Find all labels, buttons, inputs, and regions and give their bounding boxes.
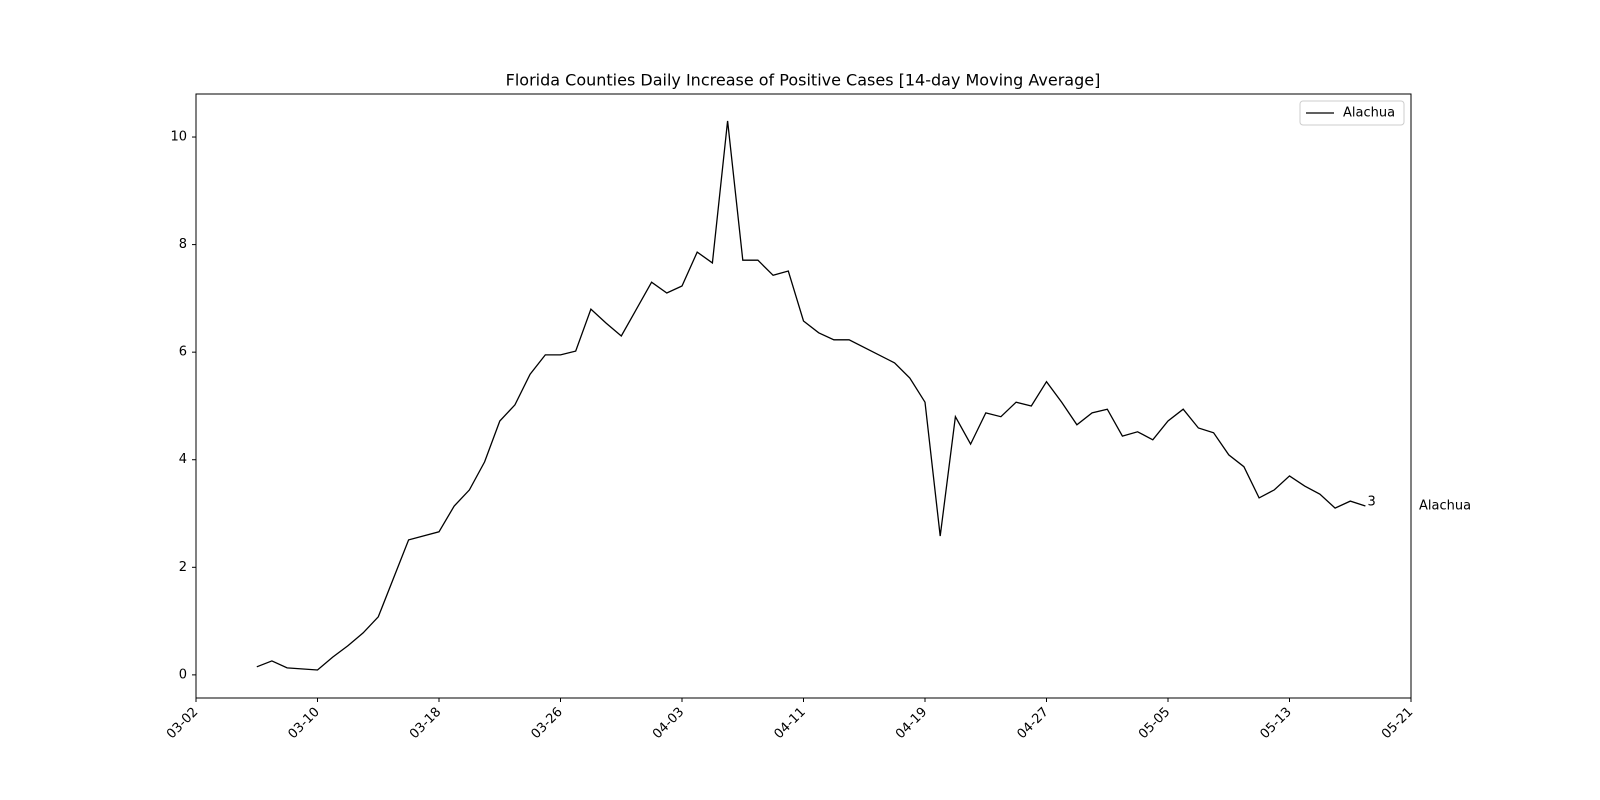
legend-label: Alachua [1343, 106, 1395, 121]
x-tick-label: 05-21 [1379, 705, 1416, 742]
y-tick-label: 4 [179, 452, 187, 467]
series-label: Alachua [1419, 498, 1471, 513]
x-tick-label: 03-26 [528, 705, 565, 742]
chart-title: Florida Counties Daily Increase of Posit… [506, 71, 1101, 90]
y-tick-label: 10 [170, 130, 187, 145]
line-series [256, 120, 1366, 671]
plot-area [195, 93, 1412, 699]
x-tick-label: 03-10 [285, 705, 322, 742]
y-tick-label: 0 [179, 667, 187, 682]
x-tick-label: 05-05 [1136, 705, 1173, 742]
x-tick-label: 04-11 [771, 705, 808, 742]
x-tick-label: 05-13 [1257, 705, 1294, 742]
y-tick-label: 2 [179, 560, 187, 575]
x-tick-label: 03-18 [407, 705, 444, 742]
end-label: 3 [1367, 494, 1375, 509]
x-tick-label: 04-03 [650, 705, 687, 742]
y-tick-label: 8 [179, 237, 187, 252]
y-tick-label: 6 [179, 345, 187, 360]
legend-box [1299, 100, 1405, 126]
x-tick-label: 03-02 [164, 705, 201, 742]
x-tick-label: 04-27 [1014, 705, 1051, 742]
x-tick-label: 04-19 [893, 705, 930, 742]
